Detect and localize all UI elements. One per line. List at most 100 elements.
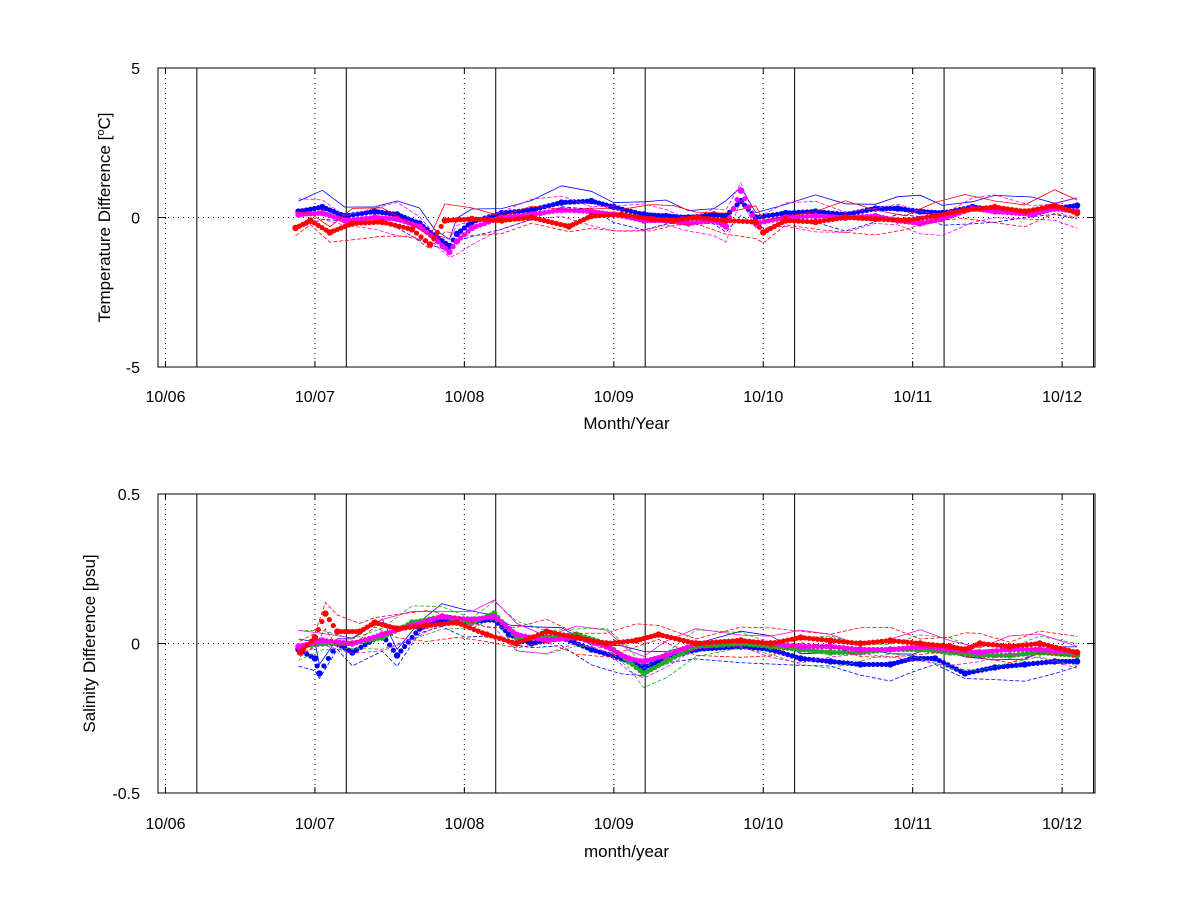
series-envelope-upper xyxy=(298,181,1078,240)
data-point xyxy=(802,656,808,662)
data-point xyxy=(528,206,535,214)
data-point xyxy=(362,642,368,648)
data-point xyxy=(909,640,915,646)
data-point xyxy=(1063,658,1069,665)
data-point xyxy=(734,202,740,208)
data-point xyxy=(866,640,872,646)
data-point xyxy=(806,647,812,653)
data-point xyxy=(900,645,906,651)
data-point xyxy=(345,628,352,635)
data-point xyxy=(879,638,885,644)
data-point xyxy=(851,215,857,221)
data-point xyxy=(516,216,522,222)
data-point xyxy=(556,631,562,637)
data-point xyxy=(953,209,960,215)
data-point xyxy=(573,634,580,641)
data-point xyxy=(802,635,808,641)
data-point xyxy=(632,209,638,215)
data-point xyxy=(672,654,678,660)
data-point xyxy=(1030,207,1036,213)
data-point xyxy=(817,218,823,224)
data-point xyxy=(874,639,881,645)
series-envelope-upper xyxy=(298,599,1078,657)
data-point xyxy=(949,209,955,216)
data-point xyxy=(976,649,984,656)
data-point xyxy=(550,202,556,208)
data-point xyxy=(680,646,686,652)
data-point xyxy=(709,639,715,646)
data-point xyxy=(541,217,547,224)
data-point xyxy=(571,640,577,646)
data-point xyxy=(522,637,528,643)
data-point xyxy=(495,616,501,623)
data-point xyxy=(458,621,464,627)
data-point xyxy=(582,636,588,642)
data-point xyxy=(812,212,819,220)
data-point xyxy=(985,649,992,655)
data-point xyxy=(477,222,483,228)
data-point xyxy=(774,211,780,217)
data-point xyxy=(966,206,972,213)
data-point xyxy=(780,642,787,648)
data-point xyxy=(471,626,477,633)
data-point xyxy=(1045,647,1051,653)
data-point xyxy=(915,215,921,222)
data-point xyxy=(396,223,402,229)
data-point xyxy=(862,640,868,646)
data-point xyxy=(553,220,560,227)
data-point xyxy=(692,640,700,647)
data-point xyxy=(322,610,329,617)
data-point xyxy=(496,635,503,641)
data-point xyxy=(443,614,449,620)
data-point xyxy=(580,208,586,214)
data-point xyxy=(938,643,945,649)
data-point xyxy=(383,215,389,221)
data-point xyxy=(806,656,812,662)
data-point xyxy=(473,216,479,222)
y-tick-label: 5 xyxy=(131,61,140,78)
data-point xyxy=(593,648,599,654)
data-point xyxy=(633,664,639,671)
data-point xyxy=(383,220,390,226)
data-point xyxy=(362,220,368,226)
data-point xyxy=(684,644,691,650)
data-point xyxy=(721,638,728,645)
data-point xyxy=(836,638,842,644)
data-point xyxy=(864,207,870,213)
data-point xyxy=(844,645,851,651)
data-point xyxy=(812,218,819,226)
data-point xyxy=(714,217,720,223)
data-point xyxy=(849,660,855,667)
x-tick-label: 10/08 xyxy=(444,389,484,406)
data-point xyxy=(667,213,673,219)
data-point xyxy=(330,648,336,654)
data-point xyxy=(701,640,707,646)
data-point xyxy=(761,213,767,219)
data-point xyxy=(535,636,541,642)
data-point xyxy=(558,199,565,206)
data-point xyxy=(450,244,456,250)
data-point xyxy=(990,652,996,659)
data-point xyxy=(672,649,678,655)
data-point xyxy=(921,209,927,215)
data-point xyxy=(513,640,520,647)
data-point xyxy=(815,657,821,663)
data-point xyxy=(889,217,895,223)
data-point xyxy=(548,629,554,635)
data-point xyxy=(870,639,876,645)
data-point xyxy=(664,633,670,640)
data-point xyxy=(1032,646,1039,653)
data-point xyxy=(840,639,846,645)
data-point xyxy=(319,225,325,231)
salinity-plot: 10/06 10/07 10/08 10/09 10/10 10/11 10/12 -0.5 0… xyxy=(80,487,1096,861)
data-point xyxy=(919,215,925,221)
data-point xyxy=(1039,660,1045,666)
x-tick-label: 10/09 xyxy=(594,816,634,833)
data-point xyxy=(526,635,533,641)
data-point xyxy=(840,645,846,651)
data-point xyxy=(883,205,890,212)
data-point xyxy=(473,223,479,230)
data-point xyxy=(941,211,947,217)
data-point xyxy=(522,633,528,639)
data-point xyxy=(994,648,1000,654)
